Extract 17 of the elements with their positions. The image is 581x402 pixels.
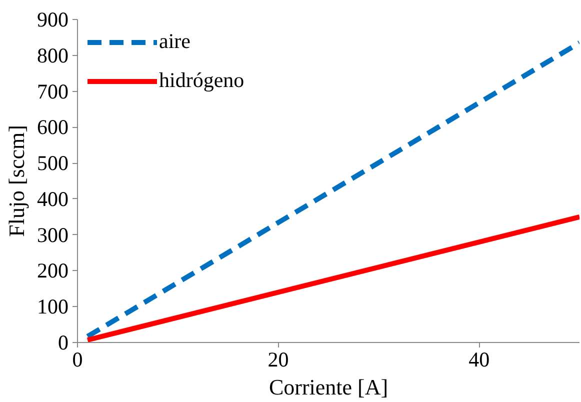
y-tick-label: 700 (37, 79, 68, 104)
y-tick-label: 800 (37, 43, 68, 68)
y-tick-label: 0 (58, 330, 68, 354)
x-tick-label: 0 (72, 348, 83, 372)
y-tick-label: 500 (37, 151, 68, 176)
y-tick-label: 400 (37, 186, 68, 211)
x-tick-label: 40 (468, 348, 490, 372)
y-tick-label: 900 (37, 8, 68, 32)
y-tick-label: 200 (37, 258, 68, 283)
y-axis-title: Flujo [sccm] (4, 125, 29, 237)
y-tick-label: 300 (37, 222, 68, 247)
x-axis-title: Corriente [A] (268, 374, 388, 400)
y-tick-label: 100 (37, 294, 68, 319)
x-tick-label: 20 (268, 348, 289, 372)
y-tick-label: 600 (37, 115, 68, 140)
legend-label: hidrógeno (159, 68, 244, 93)
legend-label: aire (159, 29, 190, 54)
